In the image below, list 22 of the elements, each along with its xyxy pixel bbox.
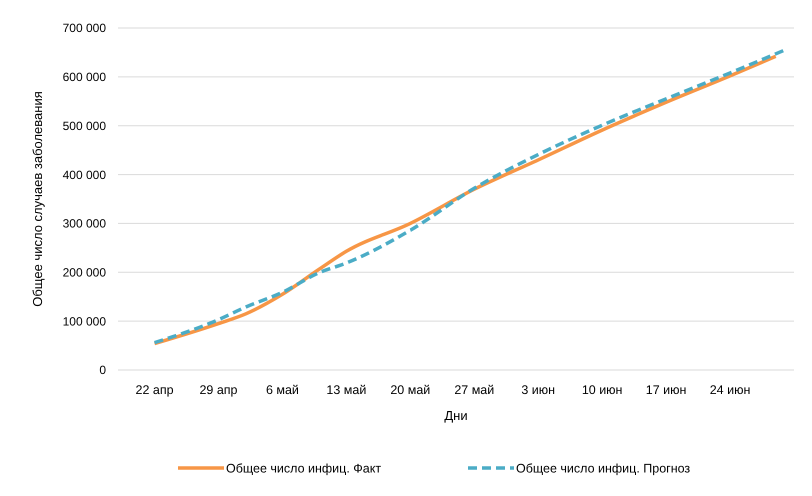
- legend-label: Общее число инфиц. Прогноз: [516, 461, 690, 476]
- x-tick-label: 27 май: [454, 383, 494, 397]
- y-tick-label: 600 000: [62, 70, 106, 84]
- y-axis-title: Общее число случаев заболевания: [30, 91, 45, 307]
- y-tick-label: 400 000: [62, 168, 106, 182]
- x-axis-title: Дни: [444, 408, 468, 423]
- y-tick-label: 0: [99, 363, 106, 378]
- legend-label: Общее число инфиц. Факт: [226, 461, 382, 476]
- y-tick-label: 700 000: [62, 21, 106, 36]
- x-tick-label: 17 июн: [646, 383, 687, 397]
- x-tick-label: 10 июн: [582, 383, 623, 397]
- x-tick-label: 29 апр: [199, 383, 238, 397]
- x-tick-label: 6 май: [266, 383, 299, 397]
- y-tick-label: 300 000: [62, 216, 106, 231]
- y-tick-label: 200 000: [62, 265, 106, 280]
- x-tick-label: 24 июн: [710, 383, 750, 397]
- x-tick-label: 20 май: [390, 383, 430, 397]
- x-tick-label: 3 июн: [521, 383, 556, 397]
- y-tick-label: 100 000: [62, 314, 106, 328]
- y-tick-label: 500 000: [62, 118, 106, 133]
- x-tick-label: 22 апр: [136, 383, 174, 397]
- x-tick-label: 13 май: [326, 383, 366, 397]
